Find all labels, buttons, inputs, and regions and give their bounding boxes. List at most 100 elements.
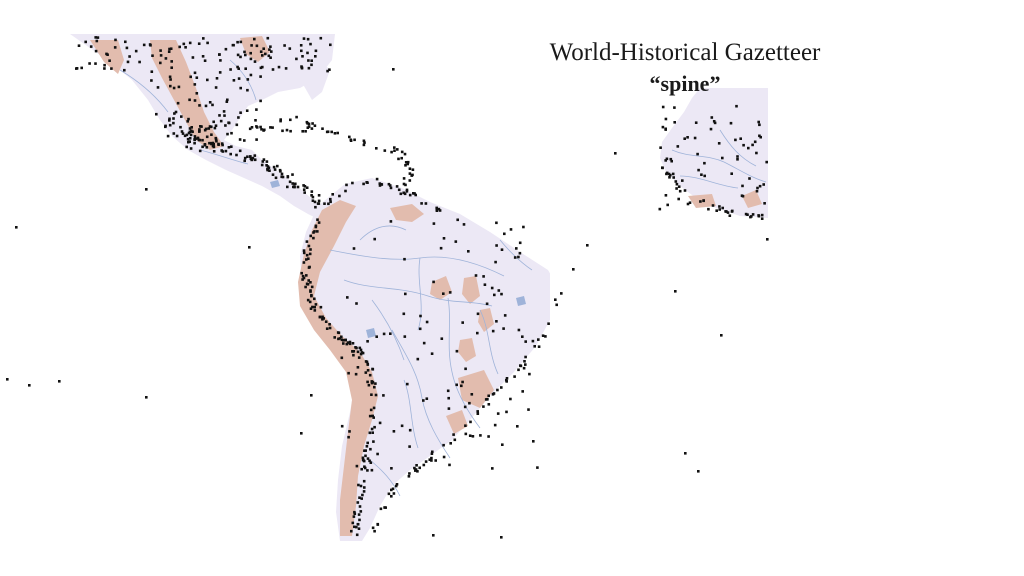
place-dot-icon bbox=[319, 36, 323, 40]
place-dot-icon bbox=[357, 483, 360, 487]
place-dot-icon bbox=[483, 283, 487, 286]
place-dot-icon bbox=[356, 523, 360, 526]
place-dot-icon bbox=[482, 275, 485, 278]
place-dot-icon bbox=[688, 201, 692, 204]
place-dot-icon bbox=[355, 533, 359, 537]
place-dot-icon bbox=[271, 126, 274, 129]
place-dot-icon bbox=[756, 186, 759, 190]
place-dot-icon bbox=[214, 138, 218, 142]
place-dot-icon bbox=[328, 323, 331, 326]
place-dot-icon bbox=[186, 137, 190, 141]
place-dot-icon bbox=[397, 188, 401, 192]
place-dot-icon bbox=[505, 377, 509, 380]
place-dot-icon bbox=[309, 42, 312, 46]
place-dot-icon bbox=[720, 334, 723, 337]
place-dot-icon bbox=[149, 44, 152, 47]
place-dot-icon bbox=[762, 183, 765, 186]
place-dot-icon bbox=[505, 410, 508, 414]
place-dot-icon bbox=[253, 154, 257, 157]
place-dot-icon bbox=[207, 127, 211, 130]
place-dot-icon bbox=[487, 394, 490, 398]
place-dot-icon bbox=[190, 126, 193, 129]
place-dot-icon bbox=[509, 397, 512, 401]
place-dot-icon bbox=[181, 132, 185, 135]
place-dot-icon bbox=[210, 125, 213, 129]
place-dot-icon bbox=[168, 117, 171, 121]
place-dot-icon bbox=[665, 157, 669, 161]
place-dot-icon bbox=[145, 396, 148, 399]
place-dot-icon bbox=[150, 79, 153, 82]
place-dot-icon bbox=[560, 292, 563, 295]
place-dot-icon bbox=[246, 78, 250, 81]
place-dot-icon bbox=[358, 505, 362, 508]
slide-title: World-Historical Gazetteer bbox=[549, 39, 821, 66]
place-dot-icon bbox=[370, 381, 374, 384]
place-dot-icon bbox=[402, 191, 405, 195]
place-dot-icon bbox=[203, 59, 207, 62]
place-dot-icon bbox=[500, 292, 503, 296]
place-dot-icon bbox=[198, 130, 201, 133]
place-dot-icon bbox=[214, 124, 218, 127]
place-dot-icon bbox=[366, 363, 370, 366]
place-dot-icon bbox=[664, 194, 668, 197]
place-dot-icon bbox=[368, 414, 372, 418]
place-dot-icon bbox=[259, 125, 262, 129]
place-dot-icon bbox=[239, 111, 242, 114]
place-dot-icon bbox=[259, 66, 263, 70]
place-dot-icon bbox=[226, 98, 229, 102]
place-dot-icon bbox=[399, 192, 403, 196]
place-dot-icon bbox=[177, 85, 181, 89]
place-dot-icon bbox=[172, 86, 176, 90]
place-dot-icon bbox=[210, 142, 213, 146]
place-dot-icon bbox=[374, 382, 377, 385]
place-dot-icon bbox=[669, 157, 673, 161]
place-dot-icon bbox=[193, 135, 197, 138]
place-dot-icon bbox=[709, 127, 713, 131]
place-dot-icon bbox=[407, 475, 411, 478]
place-dot-icon bbox=[273, 168, 277, 171]
place-dot-icon bbox=[355, 464, 359, 468]
place-dot-icon bbox=[244, 67, 247, 70]
place-dot-icon bbox=[527, 408, 530, 411]
place-dot-icon bbox=[758, 123, 761, 127]
place-dot-icon bbox=[356, 350, 360, 354]
place-dot-icon bbox=[126, 60, 130, 64]
place-dot-icon bbox=[371, 368, 375, 371]
place-dot-icon bbox=[537, 338, 540, 341]
place-dot-icon bbox=[338, 337, 342, 340]
place-dot-icon bbox=[226, 132, 229, 136]
place-dot-icon bbox=[262, 129, 265, 132]
place-dot-icon bbox=[363, 141, 366, 144]
place-dot-icon bbox=[747, 146, 750, 150]
place-dot-icon bbox=[420, 202, 423, 205]
place-dot-icon bbox=[500, 386, 503, 389]
place-dot-icon bbox=[346, 341, 350, 344]
place-dot-icon bbox=[400, 150, 404, 154]
place-dot-icon bbox=[333, 132, 337, 135]
place-dot-icon bbox=[361, 493, 364, 497]
place-dot-icon bbox=[362, 139, 366, 143]
place-dot-icon bbox=[524, 340, 527, 343]
place-dot-icon bbox=[424, 202, 428, 205]
place-dot-icon bbox=[314, 205, 317, 209]
place-dot-icon bbox=[218, 53, 221, 56]
place-dot-icon bbox=[342, 339, 345, 342]
place-dot-icon bbox=[674, 290, 677, 293]
place-markers bbox=[6, 36, 769, 539]
place-dot-icon bbox=[88, 62, 91, 65]
place-dot-icon bbox=[524, 363, 527, 366]
place-dot-icon bbox=[187, 140, 190, 144]
place-dot-icon bbox=[422, 341, 426, 345]
place-dot-icon bbox=[309, 248, 312, 251]
place-dot-icon bbox=[710, 116, 714, 119]
place-dot-icon bbox=[316, 218, 319, 221]
place-dot-icon bbox=[408, 167, 412, 170]
place-dot-icon bbox=[454, 240, 458, 243]
place-dot-icon bbox=[235, 153, 238, 157]
place-dot-icon bbox=[387, 492, 391, 496]
place-dot-icon bbox=[700, 173, 703, 176]
place-dot-icon bbox=[110, 67, 113, 70]
place-dot-icon bbox=[736, 155, 739, 158]
place-dot-icon bbox=[265, 160, 269, 163]
place-dot-icon bbox=[208, 101, 212, 104]
